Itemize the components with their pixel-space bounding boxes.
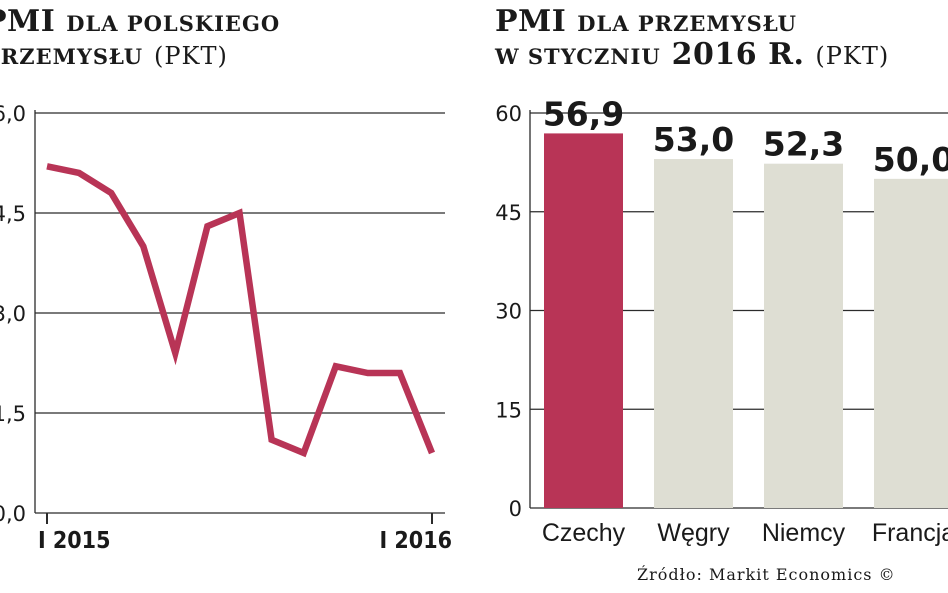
bar-chart-ytick-label: 15 <box>495 398 522 422</box>
line-chart-ytick-label: 54,5 <box>0 202 26 226</box>
bar-category-label: Węgry <box>657 519 730 547</box>
bar-chart-ytick-label: 0 <box>509 497 522 521</box>
left-title-unit: (PKT) <box>154 42 228 70</box>
line-chart-ytick-label: 56,0 <box>0 102 26 126</box>
line-chart-ytick-label: 51,5 <box>0 402 26 426</box>
bar-chart-ytick-label: 60 <box>495 102 522 126</box>
bar-chart: 60 45 30 15 0 56,9 Czechy 53,0 Węgry 52,3 Niemcy 50… <box>495 94 948 547</box>
left-title-line1: DLA POLSKIEGO <box>66 11 281 36</box>
right-title-pmi: PMI <box>495 4 567 39</box>
source-note: Źródło: Markit Economics © <box>637 565 896 584</box>
right-title-line1: DLA PRZEMYSŁU <box>577 11 797 36</box>
line-chart-ytick-label: 50,0 <box>0 502 26 526</box>
line-chart: 56,0 54,5 53,0 51,5 50,0 I 2015 I 2016 <box>0 102 452 554</box>
right-title-unit: (PKT) <box>815 42 890 70</box>
left-chart-title: PMI DLA POLSKIEGO PRZEMYSŁU (PKT) <box>0 6 280 72</box>
right-chart-title: PMI DLA PRZEMYSŁU W STYCZNIU 2016 R. (PK… <box>495 6 889 72</box>
bar-francja <box>874 178 948 509</box>
bar-niemcy <box>764 163 843 509</box>
line-chart-x-label: I 2015 <box>38 528 110 554</box>
pmi-poland-line <box>46 163 436 458</box>
line-chart-x-label: I 2016 <box>380 528 452 554</box>
bar-value-label: 50,0 <box>873 140 948 179</box>
bar-value-label: 53,0 <box>653 120 734 159</box>
line-chart-ytick-label: 53,0 <box>0 302 26 326</box>
left-title-line2: PRZEMYSŁU <box>0 44 144 69</box>
bar-chart-ytick-label: 30 <box>495 300 522 324</box>
bar-category-label: Niemcy <box>762 519 846 547</box>
right-title-year: 2016 R. <box>671 37 805 72</box>
bar-czechy <box>544 133 623 509</box>
left-title-pmi: PMI <box>0 4 56 39</box>
bar-category-label: Czechy <box>542 519 626 547</box>
bar-value-label: 56,9 <box>543 94 624 133</box>
bar-chart-ytick-label: 45 <box>495 201 522 225</box>
bar-węgry <box>654 159 733 509</box>
bar-category-label: Francja <box>872 519 948 547</box>
bar-value-label: 52,3 <box>763 125 844 164</box>
right-title-line2: W STYCZNIU <box>495 44 661 69</box>
